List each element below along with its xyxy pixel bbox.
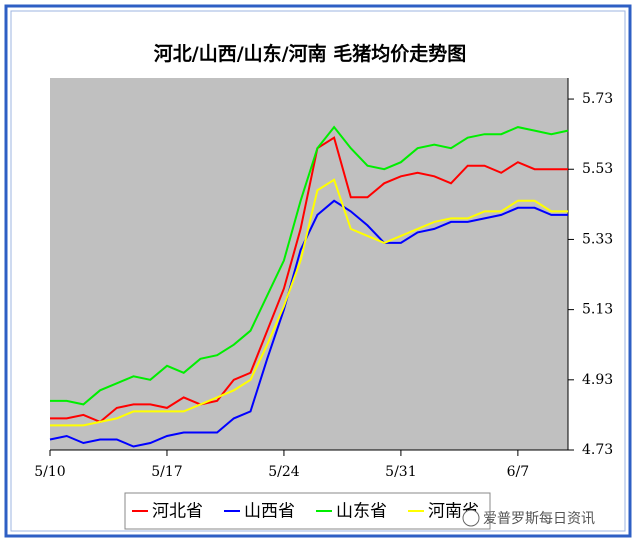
series-line [49,199,568,448]
legend-label: 河北省 [152,502,203,522]
x-tick-label: 5/24 [268,464,300,480]
x-tick-label: 5/17 [151,464,182,480]
y-tick-label: 5.13 [582,302,613,318]
plot-area [50,78,568,450]
series-line [50,125,569,406]
watermark: 爱普罗斯每日资讯 [483,511,595,527]
legend-label: 山东省 [336,502,387,522]
series-line [50,136,568,424]
y-tick-label: 4.93 [582,372,613,388]
chart-title: 河北/山西/山东/河南 毛猪均价走势图 [154,42,466,65]
series-line [50,178,568,427]
y-tick-label: 5.53 [582,161,613,177]
frame-inner [10,10,626,532]
legend-box [124,492,491,530]
x-tick-label: 6/7 [507,464,530,480]
y-tick-label: 5.33 [582,231,613,247]
x-tick-label: 5/10 [34,464,65,480]
legend-label: 山西省 [244,502,295,522]
watermark-icon [462,509,480,527]
x-tick-label: 5/31 [385,464,416,480]
y-tick-label: 5.73 [582,91,613,107]
y-tick-label: 4.73 [582,442,613,458]
